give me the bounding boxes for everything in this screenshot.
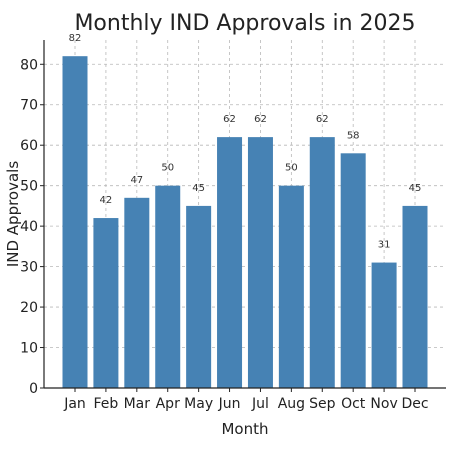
bar-apr — [155, 185, 181, 388]
bar-feb — [93, 218, 119, 388]
bar-jun — [217, 137, 243, 388]
chart-title: Monthly IND Approvals in 2025 — [74, 11, 415, 36]
bar-jul — [247, 137, 273, 388]
x-tick-label-dec: Dec — [401, 396, 428, 412]
data-label-dec: 45 — [409, 183, 422, 194]
x-tick-label-may: May — [184, 396, 213, 412]
bar-jan — [62, 56, 88, 389]
tick-labels: 0 10 20 30 40 50 60 70 80 Jan Feb Mar Apr May Jun Jul Au… — [20, 57, 428, 412]
data-label-jan: 82 — [69, 33, 82, 44]
x-tick-label-apr: Apr — [156, 396, 180, 412]
bar-nov — [371, 262, 397, 388]
y-tick-label-50: 50 — [20, 179, 38, 195]
y-tick-label-10: 10 — [20, 341, 38, 357]
x-tick-label-feb: Feb — [94, 396, 119, 412]
axes — [40, 40, 446, 392]
bars — [62, 56, 428, 389]
x-tick-label-aug: Aug — [278, 396, 305, 412]
data-label-aug: 50 — [285, 163, 298, 174]
x-tick-label-nov: Nov — [370, 396, 397, 412]
bar-oct — [340, 153, 366, 388]
x-axis-label: Month — [221, 420, 268, 438]
x-tick-label-sep: Sep — [309, 396, 336, 412]
data-label-nov: 31 — [378, 240, 391, 251]
x-tick-label-oct: Oct — [341, 396, 366, 412]
x-tick-label-jun: Jun — [218, 396, 241, 412]
x-tick-label-mar: Mar — [124, 396, 151, 412]
bar-dec — [402, 205, 428, 388]
y-tick-label-30: 30 — [20, 260, 38, 276]
y-tick-label-0: 0 — [29, 381, 38, 397]
bar-mar — [124, 197, 150, 388]
x-tick-label-jul: Jul — [251, 396, 269, 412]
data-label-jul: 62 — [254, 114, 267, 125]
y-tick-label-80: 80 — [20, 57, 38, 73]
y-axis-label: IND Approvals — [4, 161, 22, 268]
data-labels: 82 42 47 50 45 62 62 50 62 58 31 45 — [69, 33, 422, 250]
bar-sep — [309, 137, 335, 388]
data-label-sep: 62 — [316, 114, 329, 125]
data-label-feb: 42 — [100, 195, 113, 206]
data-label-mar: 47 — [130, 175, 143, 186]
data-label-oct: 58 — [347, 130, 360, 141]
y-tick-label-60: 60 — [20, 138, 38, 154]
bar-aug — [278, 185, 304, 388]
y-tick-label-70: 70 — [20, 98, 38, 114]
data-label-apr: 50 — [161, 163, 174, 174]
y-tick-label-40: 40 — [20, 219, 38, 235]
data-label-may: 45 — [192, 183, 205, 194]
x-tick-label-jan: Jan — [63, 396, 86, 412]
bar-may — [186, 205, 212, 388]
data-label-jun: 62 — [223, 114, 236, 125]
y-tick-label-20: 20 — [20, 300, 38, 316]
